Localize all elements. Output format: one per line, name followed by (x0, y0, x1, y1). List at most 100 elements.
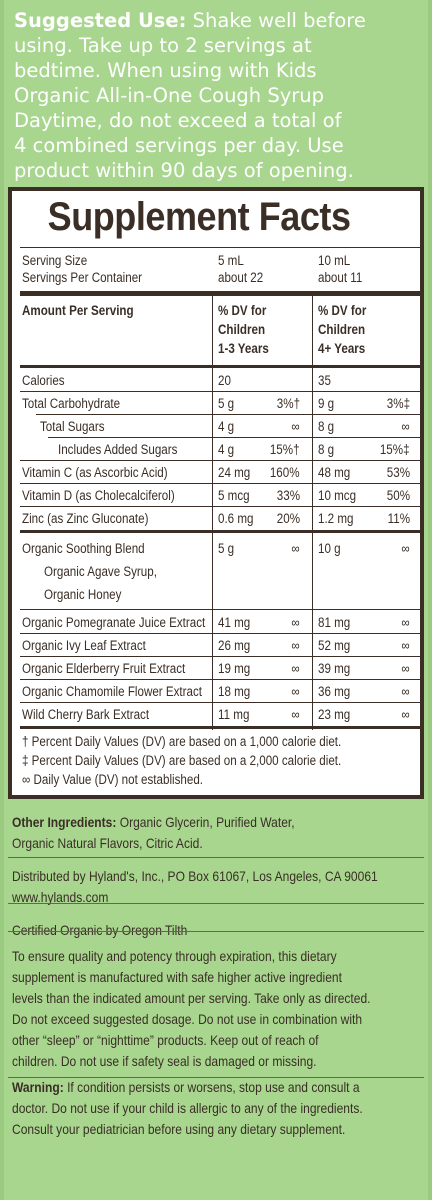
divider (20, 656, 420, 657)
col1-amount: 41 mg (218, 615, 251, 630)
col1-amount: 0.6 mg (218, 511, 254, 526)
suggested-use-line: 4 combined servings per day. Use (14, 134, 344, 157)
website-text: www.hylands.com (12, 889, 109, 905)
warning-label: Warning: (12, 1079, 64, 1095)
col2-dv: 11% (387, 511, 410, 526)
quality-text: levels than the indicated amount per ser… (12, 990, 371, 1006)
col1-dv-header: % DV for (218, 303, 267, 318)
col2-amount: 10 mcg (318, 488, 357, 503)
warning-text: Consult your pediatrician before using a… (12, 1121, 346, 1137)
col1-dv: ∞ (291, 707, 300, 722)
divider (20, 506, 420, 507)
suggested-use-line: bedtime. When using with Kids (14, 59, 317, 82)
certification-text: Certified Organic by Oregon Tilth (12, 922, 188, 938)
col2-amount: 81 mg (318, 615, 351, 630)
col2-amount: 9 g (318, 396, 335, 411)
suggested-use-line: using. Take up to 2 servings at (14, 34, 312, 57)
col2-dv: ∞ (401, 638, 410, 653)
col2-amount: 36 mg (318, 684, 351, 699)
col1-dv: 15%† (270, 442, 300, 457)
col1-amount: 4 g (218, 442, 235, 457)
col1-dv: ∞ (291, 615, 300, 630)
footnote: ∞ Daily Value (DV) not established. (22, 772, 204, 787)
extract-name: Organic Chamomile Flower Extract (22, 684, 203, 699)
col1-servings: about 22 (218, 270, 264, 285)
servings-per-container-label: Servings Per Container (22, 270, 143, 285)
col1-dv: ∞ (291, 419, 300, 434)
divider (36, 414, 420, 415)
distributor-text: Distributed by Hyland's, Inc., PO Box 61… (12, 868, 378, 884)
nutrient-name: Calories (22, 373, 65, 388)
blend-ingredient: Organic Agave Syrup, (44, 564, 157, 579)
col2-dv-header: % DV for (318, 303, 367, 318)
col1-amount: 5 g (218, 541, 235, 556)
col2-dv-header: Children (318, 322, 366, 337)
col2-dv: 50% (386, 488, 410, 503)
section-divider (8, 857, 424, 858)
suggested-use-line: product within 90 days of opening. (14, 159, 354, 182)
col1-amount: 5 g (218, 396, 235, 411)
nutrient-name: Zinc (as Zinc Gluconate) (22, 511, 149, 526)
divider (20, 702, 420, 703)
column-divider (212, 296, 213, 730)
blend-ingredient: Organic Honey (44, 587, 122, 602)
extract-name: Wild Cherry Bark Extract (22, 707, 150, 722)
blend-name: Organic Soothing Blend (22, 541, 145, 556)
col2-amount: 52 mg (318, 638, 351, 653)
column-divider (312, 296, 313, 730)
col1-dv: 160% (270, 465, 300, 480)
divider-medium (20, 530, 420, 533)
col2-dv: ∞ (401, 661, 410, 676)
quality-text: supplement is manufactured with safe hig… (12, 969, 342, 985)
quality-text: Do not exceed suggested dosage. Do not u… (12, 1011, 363, 1027)
col1-amount: 5 mcg (218, 488, 250, 503)
col1-amount: 19 mg (218, 661, 251, 676)
package-edge-left (0, 0, 4, 1200)
section-divider (8, 931, 424, 932)
section-divider (8, 903, 424, 904)
col2-dv: ∞ (401, 541, 410, 556)
col2-amount: 1.2 mg (318, 511, 354, 526)
warning-text: If condition persists or worsens, stop u… (63, 1079, 360, 1095)
col1-dv-header: Children (218, 322, 266, 337)
extract-name: Organic Elderberry Fruit Extract (22, 661, 186, 676)
suggested-use-line: Shake well before (186, 9, 366, 32)
nutrient-name: Vitamin D (as Cholecalciferol) (22, 488, 175, 503)
col1-amount: 18 mg (218, 684, 251, 699)
col2-dv: 15%‡ (380, 442, 410, 457)
divider-medium (20, 365, 420, 368)
other-information: Other Ingredients: Organic Glycerin, Pur… (12, 812, 422, 1140)
serving-size-label: Serving Size (22, 253, 88, 268)
nutrient-name: Total Carbohydrate (22, 396, 121, 411)
col2-amount: 48 mg (318, 465, 351, 480)
suggested-use-line: Organic All-in-One Cough Syrup (14, 84, 325, 107)
footnote: † Percent Daily Values (DV) are based on… (22, 734, 342, 749)
col2-amount: 8 g (318, 419, 335, 434)
col1-dv: 20% (276, 511, 300, 526)
col1-amount: 20 (218, 373, 231, 388)
suggested-use-heading: Suggested Use: (14, 9, 187, 32)
col1-amount: 26 mg (218, 638, 251, 653)
other-ingredients-text: Organic Natural Flavors, Citric Acid. (12, 835, 203, 851)
col1-serving-size: 5 mL (218, 253, 244, 268)
package-edge-right (428, 0, 432, 1200)
col2-dv: ∞ (401, 684, 410, 699)
col2-serving-size: 10 mL (318, 253, 351, 268)
other-ingredients-label: Other Ingredients: (12, 814, 117, 830)
suggested-use-line: Daytime, do not exceed a total of (14, 109, 342, 132)
divider (20, 633, 420, 634)
col1-dv: ∞ (291, 684, 300, 699)
divider (20, 483, 420, 484)
facts-title: Supplement Facts (47, 195, 351, 239)
divider (20, 609, 420, 610)
extract-name: Organic Pomegranate Juice Extract (22, 615, 206, 630)
col2-dv: ∞ (401, 419, 410, 434)
nutrient-name: Total Sugars (40, 419, 105, 434)
warning-text: doctor. Do not use if your child is alle… (12, 1100, 363, 1116)
nutrient-name: Vitamin C (as Ascorbic Acid) (22, 465, 168, 480)
col1-dv: ∞ (291, 638, 300, 653)
col1-amount: 24 mg (218, 465, 251, 480)
supplement-facts-panel: Supplement Facts Serving Size Servings P… (8, 187, 424, 799)
divider-thick (20, 291, 420, 296)
col1-dv: ∞ (291, 541, 300, 556)
